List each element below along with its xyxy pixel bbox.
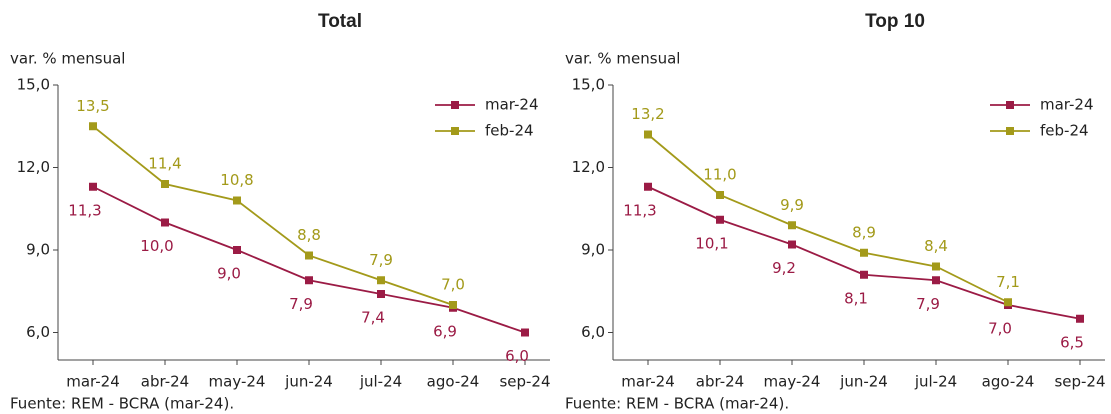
marker (305, 276, 313, 285)
marker (233, 246, 241, 254)
y-tick-label: 6,0 (581, 323, 605, 341)
marker (161, 180, 169, 188)
data-label: 10,0 (140, 237, 173, 255)
data-label: 8,8 (297, 226, 321, 244)
data-label: 6,5 (1060, 333, 1084, 351)
y-tick-label: 6,0 (26, 323, 50, 341)
line (647, 133, 1009, 304)
legend-label: feb-24 (1040, 122, 1089, 140)
marker (788, 221, 796, 230)
x-tick-label: may-24 (764, 373, 821, 391)
chart-title: Top 10 (865, 11, 925, 32)
data-label: 9,2 (772, 259, 796, 277)
x-tick-label: jul-24 (914, 373, 957, 391)
x-tick-label: jun-24 (284, 373, 333, 391)
marker (716, 191, 724, 199)
data-label: 6,9 (433, 322, 457, 340)
data-label: 11,0 (703, 166, 736, 184)
legend-label: feb-24 (485, 122, 534, 140)
y-tick-label: 12,0 (572, 158, 605, 176)
x-tick-label: ago-24 (427, 373, 480, 391)
y-tick-label: 15,0 (17, 76, 50, 94)
data-label: 9,0 (217, 265, 241, 283)
legend-marker (1006, 127, 1014, 135)
data-label: 10,1 (695, 234, 728, 252)
marker (932, 276, 940, 285)
y-axis-label: var. % mensual (565, 50, 680, 68)
source: Fuente: REM - BCRA (mar-24). (565, 395, 789, 413)
marker (716, 215, 724, 224)
marker (89, 182, 97, 191)
x-tick-label: abr-24 (141, 373, 189, 391)
y-tick-label: 15,0 (572, 76, 605, 94)
marker (233, 196, 241, 205)
x-tick-label: jun-24 (839, 373, 888, 391)
data-label: 7,9 (289, 295, 313, 313)
y-tick-label: 12,0 (17, 158, 50, 176)
data-label: 7,9 (369, 251, 393, 269)
x-tick-label: abr-24 (696, 373, 744, 391)
x-tick-label: may-24 (209, 373, 266, 391)
marker (89, 122, 97, 131)
data-label: 13,5 (76, 97, 109, 115)
y-tick-label: 9,0 (26, 241, 50, 259)
legend-label: mar-24 (1040, 96, 1094, 114)
marker (860, 270, 868, 279)
legend-label: mar-24 (485, 96, 539, 114)
chart-title: Total (318, 11, 362, 32)
marker (788, 240, 796, 249)
data-label: 7,4 (361, 309, 385, 327)
marker (449, 301, 457, 309)
marker (377, 276, 385, 285)
marker (377, 290, 385, 298)
x-tick-label: mar-24 (621, 373, 675, 391)
legend-marker (451, 101, 459, 109)
data-label: 9,9 (780, 196, 804, 214)
data-label: 7,0 (441, 276, 465, 294)
data-label: 8,1 (844, 289, 868, 307)
marker (521, 328, 529, 337)
marker (644, 182, 652, 191)
x-tick-label: ago-24 (982, 373, 1035, 391)
legend-marker (1006, 101, 1014, 109)
marker (932, 262, 940, 271)
marker (1076, 314, 1084, 323)
marker (860, 248, 868, 257)
line (92, 125, 454, 306)
data-label: 7,1 (996, 273, 1020, 291)
data-label: 11,4 (148, 155, 181, 173)
x-tick-label: sep-24 (499, 373, 550, 391)
source: Fuente: REM - BCRA (mar-24). (10, 395, 234, 413)
marker (1004, 298, 1012, 307)
data-label: 7,0 (988, 320, 1012, 338)
marker (644, 130, 652, 139)
data-label: 13,2 (631, 105, 664, 123)
marker (305, 251, 313, 260)
x-tick-label: jul-24 (359, 373, 402, 391)
y-tick-label: 9,0 (581, 241, 605, 259)
data-label: 6,0 (505, 347, 529, 365)
marker (161, 218, 169, 227)
y-axis-label: var. % mensual (10, 50, 125, 68)
x-tick-label: sep-24 (1054, 373, 1105, 391)
legend-marker (451, 127, 459, 135)
data-label: 8,4 (924, 237, 948, 255)
data-label: 7,9 (916, 295, 940, 313)
x-tick-label: mar-24 (66, 373, 120, 391)
data-label: 11,3 (623, 201, 656, 219)
data-label: 8,9 (852, 223, 876, 241)
data-label: 11,3 (68, 201, 101, 219)
data-label: 10,8 (220, 171, 253, 189)
